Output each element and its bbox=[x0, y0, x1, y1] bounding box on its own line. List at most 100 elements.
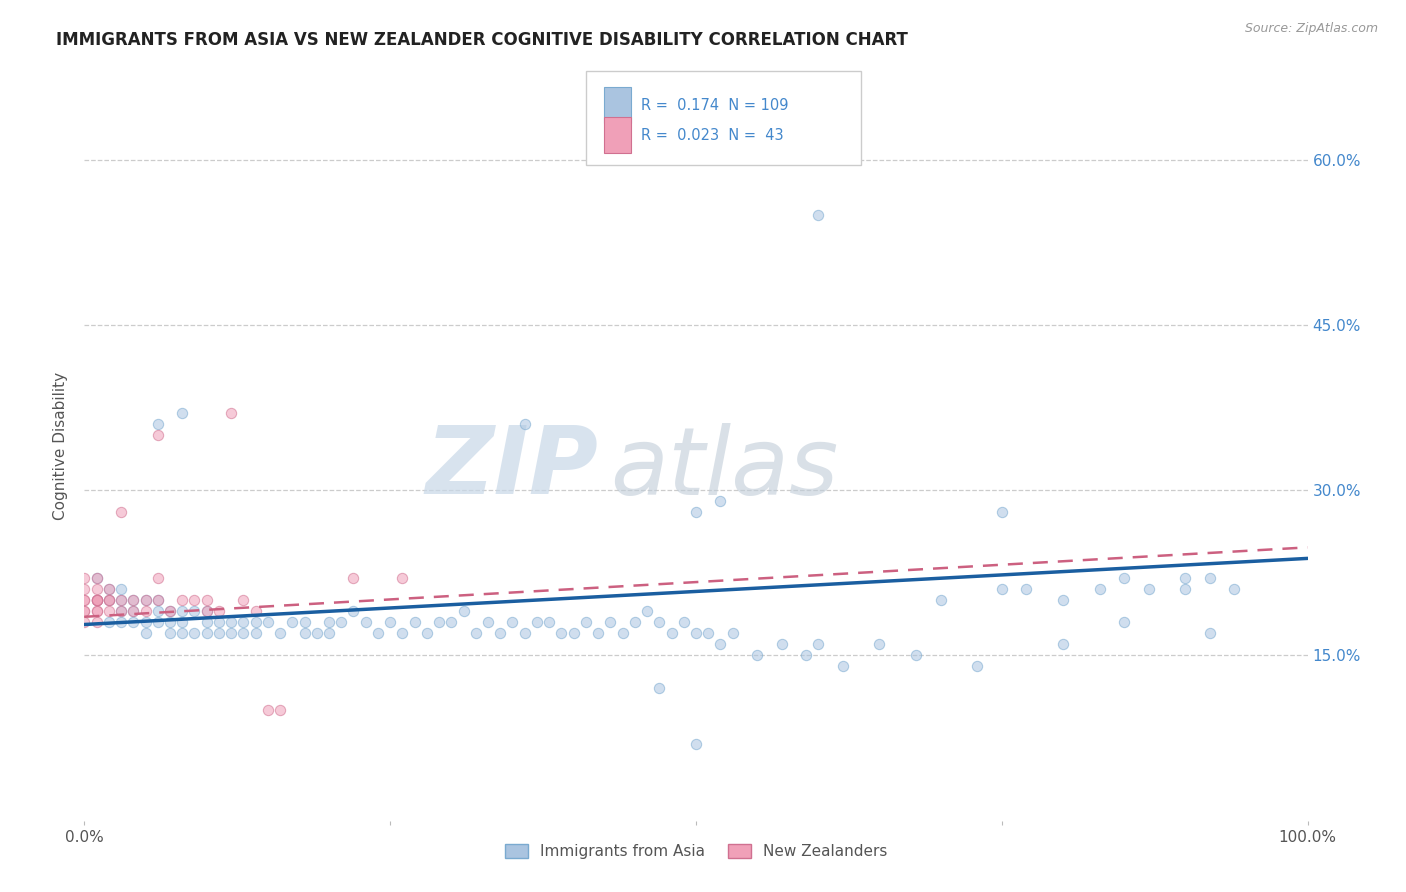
Point bbox=[146, 417, 169, 431]
Point bbox=[1198, 571, 1220, 585]
Point bbox=[159, 604, 181, 618]
Point bbox=[586, 626, 609, 640]
Text: Source: ZipAtlas.com: Source: ZipAtlas.com bbox=[1244, 22, 1378, 36]
Point bbox=[636, 604, 658, 618]
Point bbox=[86, 593, 108, 607]
Bar bbox=[605, 117, 631, 153]
Point bbox=[562, 626, 585, 640]
Point bbox=[869, 637, 891, 651]
Point bbox=[97, 593, 120, 607]
Point bbox=[73, 615, 96, 630]
Point bbox=[208, 604, 231, 618]
Point bbox=[416, 626, 439, 640]
Point bbox=[427, 615, 450, 630]
Point bbox=[86, 571, 108, 585]
Point bbox=[991, 505, 1014, 519]
Point bbox=[135, 615, 157, 630]
Point bbox=[807, 208, 830, 222]
Legend: Immigrants from Asia, New Zealanders: Immigrants from Asia, New Zealanders bbox=[499, 838, 893, 865]
Point bbox=[245, 604, 267, 618]
Point bbox=[905, 648, 928, 663]
Point bbox=[195, 626, 218, 640]
Point bbox=[183, 604, 205, 618]
Bar bbox=[605, 87, 631, 123]
Point bbox=[464, 626, 486, 640]
Point bbox=[219, 406, 242, 420]
Point bbox=[342, 604, 364, 618]
Point bbox=[807, 637, 830, 651]
Point bbox=[612, 626, 634, 640]
Point bbox=[135, 604, 157, 618]
Point bbox=[172, 604, 194, 618]
Point bbox=[1114, 615, 1136, 630]
Point bbox=[991, 582, 1014, 597]
Point bbox=[110, 615, 132, 630]
Point bbox=[502, 615, 524, 630]
Point bbox=[146, 593, 169, 607]
Point bbox=[86, 593, 108, 607]
Text: R =  0.023  N =  43: R = 0.023 N = 43 bbox=[641, 128, 783, 143]
Point bbox=[685, 626, 707, 640]
Point bbox=[477, 615, 499, 630]
Point bbox=[685, 505, 707, 519]
Point bbox=[159, 604, 181, 618]
Point bbox=[110, 593, 132, 607]
Point bbox=[195, 593, 218, 607]
Point bbox=[122, 593, 145, 607]
Point bbox=[257, 615, 280, 630]
Point bbox=[1052, 593, 1074, 607]
Point bbox=[172, 406, 194, 420]
Point bbox=[391, 571, 413, 585]
Point bbox=[404, 615, 426, 630]
Point bbox=[208, 626, 231, 640]
Point bbox=[73, 571, 96, 585]
Text: IMMIGRANTS FROM ASIA VS NEW ZEALANDER COGNITIVE DISABILITY CORRELATION CHART: IMMIGRANTS FROM ASIA VS NEW ZEALANDER CO… bbox=[56, 31, 908, 49]
Point bbox=[97, 593, 120, 607]
Point bbox=[135, 593, 157, 607]
Point bbox=[73, 582, 96, 597]
Point bbox=[86, 593, 108, 607]
Text: atlas: atlas bbox=[610, 423, 838, 514]
Point bbox=[294, 626, 316, 640]
Point bbox=[966, 659, 988, 673]
Point bbox=[86, 604, 108, 618]
Point bbox=[97, 582, 120, 597]
Point bbox=[1174, 582, 1197, 597]
Point bbox=[1052, 637, 1074, 651]
Point bbox=[526, 615, 548, 630]
FancyBboxPatch shape bbox=[586, 71, 860, 165]
Point bbox=[97, 604, 120, 618]
Point bbox=[1015, 582, 1038, 597]
Point bbox=[245, 615, 267, 630]
Point bbox=[489, 626, 512, 640]
Point bbox=[110, 604, 132, 618]
Point bbox=[159, 615, 181, 630]
Point bbox=[672, 615, 695, 630]
Point bbox=[97, 615, 120, 630]
Point bbox=[86, 582, 108, 597]
Point bbox=[146, 428, 169, 442]
Point bbox=[172, 593, 194, 607]
Point bbox=[624, 615, 647, 630]
Point bbox=[318, 615, 340, 630]
Point bbox=[330, 615, 353, 630]
Point bbox=[122, 593, 145, 607]
Point bbox=[195, 604, 218, 618]
Point bbox=[146, 604, 169, 618]
Point bbox=[269, 626, 291, 640]
Point bbox=[513, 417, 536, 431]
Point bbox=[172, 615, 194, 630]
Point bbox=[318, 626, 340, 640]
Point bbox=[697, 626, 720, 640]
Point bbox=[1223, 582, 1246, 597]
Point bbox=[86, 593, 108, 607]
Point bbox=[97, 582, 120, 597]
Point bbox=[709, 494, 731, 508]
Point bbox=[110, 593, 132, 607]
Point bbox=[122, 615, 145, 630]
Text: ZIP: ZIP bbox=[425, 423, 598, 515]
Text: R =  0.174  N = 109: R = 0.174 N = 109 bbox=[641, 97, 789, 112]
Point bbox=[73, 604, 96, 618]
Point bbox=[648, 681, 671, 696]
Point bbox=[86, 615, 108, 630]
